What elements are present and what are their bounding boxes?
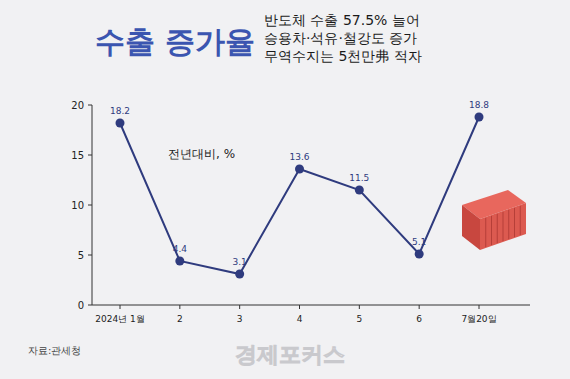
x-tick-label: 7월20일 <box>461 314 496 324</box>
point <box>235 270 244 279</box>
chart: 수출 증가율 반도체 수출 57.5% 늘어승용차·석유·철강도 증가무역수지는 … <box>0 0 570 379</box>
x-tick-label: 6 <box>416 314 422 324</box>
source: 자료:관세청 <box>28 345 81 356</box>
point <box>175 257 184 266</box>
data-label: 5.1 <box>412 237 426 247</box>
y-tick <box>88 205 92 206</box>
container-rib <box>520 206 521 235</box>
container-rib <box>508 210 509 239</box>
container-rib <box>503 212 504 241</box>
y-tick <box>88 105 92 106</box>
data-label: 3.1 <box>233 257 247 267</box>
watermark: 경제포커스 <box>235 342 345 367</box>
series <box>116 113 484 279</box>
subtitle: 무역수지는 5천만弗 적자 <box>264 48 422 64</box>
line <box>120 117 479 274</box>
y-tick <box>88 305 92 306</box>
x-axis <box>92 305 530 306</box>
y-tick-label: 20 <box>71 100 84 111</box>
container-front <box>480 203 526 250</box>
container-rib <box>514 208 515 237</box>
annotation: 전년대비, % <box>168 147 235 161</box>
x-tick-label: 4 <box>297 314 303 324</box>
point <box>295 165 304 174</box>
subtitle: 반도체 수출 57.5% 늘어 <box>264 12 420 28</box>
y-tick-label: 15 <box>71 150 84 161</box>
x-tick <box>419 305 420 309</box>
x-tick-label: 3 <box>237 314 243 324</box>
x-tick <box>299 305 300 309</box>
x-tick-label: 2 <box>177 314 183 324</box>
data-label: 4.4 <box>173 244 188 254</box>
y-tick-label: 5 <box>78 250 84 261</box>
y-tick <box>88 255 92 256</box>
y-tick <box>88 155 92 156</box>
point <box>116 119 125 128</box>
x-tick <box>359 305 360 309</box>
container-rib <box>497 214 498 243</box>
y-tick-label: 0 <box>78 300 84 311</box>
point <box>415 250 424 259</box>
data-label: 18.8 <box>469 100 489 110</box>
title: 수출 증가율 <box>95 24 255 59</box>
point <box>475 113 484 122</box>
x-tick <box>479 305 480 309</box>
y-tick-label: 10 <box>71 200 84 211</box>
container-icon <box>462 190 526 250</box>
x-tick <box>120 305 121 309</box>
point <box>355 186 364 195</box>
data-label: 11.5 <box>349 173 369 183</box>
x-tick-label: 5 <box>356 314 362 324</box>
background <box>0 0 570 379</box>
container-rib <box>491 216 492 245</box>
data-label: 13.6 <box>289 152 309 162</box>
container-side <box>462 205 480 250</box>
x-tick <box>179 305 180 309</box>
x-tick-label: 2024년 1월 <box>95 314 145 324</box>
container-rib <box>485 218 486 247</box>
data-label: 18.2 <box>110 106 130 116</box>
subtitle: 승용차·석유·철강도 증가 <box>264 30 417 46</box>
x-tick <box>239 305 240 309</box>
